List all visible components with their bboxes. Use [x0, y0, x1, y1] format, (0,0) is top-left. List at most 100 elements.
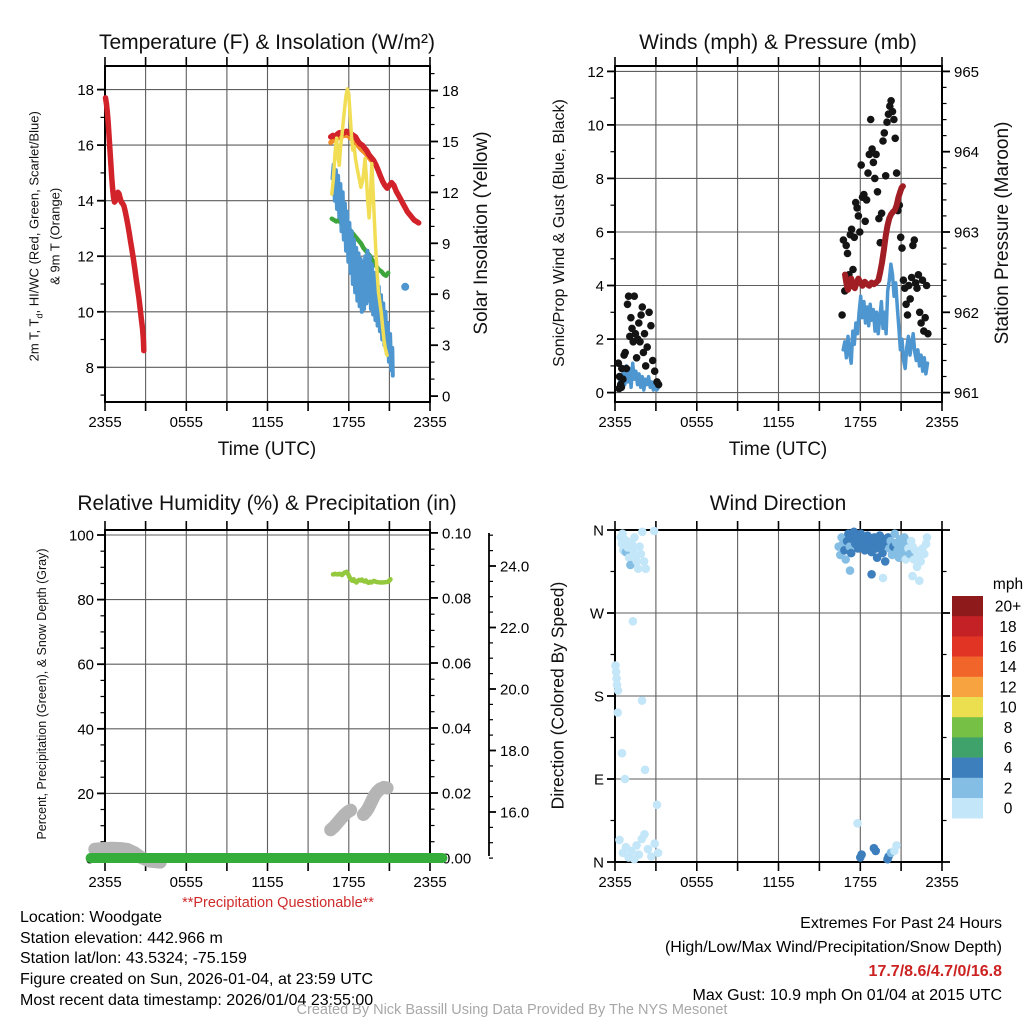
svg-text:20.0: 20.0: [500, 682, 529, 699]
svg-text:2355: 2355: [925, 874, 958, 891]
svg-text:12: 12: [999, 679, 1016, 696]
series-wind-chill-blue: [330, 162, 395, 378]
svg-text:0.06: 0.06: [442, 656, 471, 673]
info-elevation: Station elevation: 442.966 m: [20, 929, 223, 947]
extremes-block: Extremes For Past 24 Hours (High/Low/Max…: [665, 912, 1002, 1008]
series-snow-depth-mid-gray: [324, 803, 358, 837]
svg-text:40: 40: [77, 721, 94, 738]
panel-temperature-insolation: 8 10 12 14 16 18 0 3 6 9 12 15 18 2355 0555 1155 1755 235…: [77, 57, 459, 431]
svg-text:0: 0: [1004, 801, 1013, 818]
series-solar-insolation-yellow: [330, 87, 389, 358]
speed-colorbar: mph 20+ 18 16 14 12 10 8 6 4 2 0: [952, 576, 1023, 819]
svg-text:2355: 2355: [413, 414, 446, 431]
svg-text:8: 8: [86, 360, 94, 377]
credit-text: Created By Nick Bassill Using Data Provi…: [296, 1002, 728, 1018]
info-timestamp: Most recent data timestamp: 2026/01/04 2…: [20, 991, 374, 1009]
series-wind-late-blue: [841, 262, 930, 376]
svg-text:2355: 2355: [413, 874, 446, 891]
svg-text:1755: 1755: [844, 414, 877, 431]
axis-label-temp-left: 2m T, Td, HI/WC (Red, Green, Scarlet/Blu…: [27, 66, 64, 406]
svg-text:80: 80: [77, 592, 94, 609]
svg-text:W: W: [590, 606, 605, 623]
panel-title-temperature: Temperature (F) & Insolation (W/m²): [98, 31, 436, 54]
precip-warning-text: **Precipitation Questionable**: [182, 895, 374, 911]
svg-text:962: 962: [954, 305, 979, 322]
axis-label-pressure-right: Station Pressure (Maroon): [992, 121, 1013, 345]
svg-text:E: E: [594, 772, 604, 789]
svg-text:0.00: 0.00: [442, 851, 471, 868]
svg-text:16: 16: [77, 138, 94, 155]
svg-text:N: N: [593, 855, 604, 872]
svg-text:16: 16: [999, 639, 1016, 656]
svg-text:mph: mph: [993, 576, 1023, 593]
xaxis-label-winds: Time (UTC): [728, 439, 828, 460]
svg-text:16.0: 16.0: [500, 805, 529, 822]
axis-label-temp-left-line1b: , HI/WC (Red, Green, Scarlet/Blue): [26, 111, 42, 314]
extremes-subtitle: (High/Low/Max Wind/Precipitation/Snow De…: [664, 939, 1002, 956]
svg-text:0: 0: [596, 385, 604, 402]
svg-text:1155: 1155: [251, 414, 283, 431]
svg-text:2355: 2355: [598, 874, 631, 891]
svg-text:20: 20: [77, 786, 94, 803]
axis-label-insolation-right: Solar Insolation (Yellow): [471, 131, 492, 335]
svg-text:0.08: 0.08: [442, 590, 471, 607]
svg-text:18: 18: [77, 82, 94, 99]
svg-text:3: 3: [442, 338, 450, 355]
svg-text:100: 100: [69, 528, 94, 545]
panel-humidity-precip: 0204060801000.000.020.040.060.080.1016.0…: [69, 521, 529, 891]
panel-title-winds: Winds (mph) & Pressure (mb): [639, 31, 917, 54]
svg-text:14: 14: [999, 659, 1017, 676]
extremes-title: Extremes For Past 24 Hours: [800, 915, 1002, 932]
svg-text:0555: 0555: [170, 874, 203, 891]
svg-text:10: 10: [587, 117, 604, 134]
panel-title-wind-direction: Wind Direction: [709, 492, 847, 515]
svg-text:6: 6: [1004, 740, 1013, 757]
series-pressure-maroon: [842, 183, 906, 293]
svg-text:1155: 1155: [762, 414, 794, 431]
svg-text:0.04: 0.04: [442, 721, 471, 738]
svg-text:60: 60: [77, 657, 94, 674]
svg-text:2355: 2355: [598, 414, 631, 431]
svg-text:0.10: 0.10: [442, 525, 471, 542]
svg-text:22.0: 22.0: [500, 620, 529, 637]
svg-text:8: 8: [596, 171, 604, 188]
svg-text:1755: 1755: [332, 414, 365, 431]
svg-text:961: 961: [954, 385, 979, 402]
xaxis-label-temperature: Time (UTC): [217, 439, 317, 460]
series-gusts-black: [614, 97, 932, 393]
svg-text:8: 8: [1004, 720, 1013, 737]
svg-text:4: 4: [1004, 760, 1013, 777]
svg-text:2: 2: [596, 332, 604, 349]
svg-text:6: 6: [596, 225, 604, 242]
svg-text:14: 14: [77, 193, 94, 210]
svg-text:S: S: [594, 689, 604, 706]
svg-text:18: 18: [442, 83, 459, 100]
svg-text:9: 9: [442, 236, 450, 253]
svg-text:10: 10: [77, 304, 94, 321]
svg-text:2355: 2355: [88, 414, 121, 431]
svg-text:18: 18: [999, 619, 1016, 636]
extremes-max-gust: Max Gust: 10.9 mph On 01/04 at 2015 UTC: [692, 987, 1003, 1004]
svg-text:15: 15: [442, 134, 459, 151]
svg-text:20+: 20+: [995, 599, 1021, 616]
series-2m-temp-early-red: [102, 95, 147, 354]
svg-text:12: 12: [587, 64, 604, 81]
series-snow-depth-late-gray: [356, 780, 394, 821]
axis-label-temp-left-line1: 2m T, T: [26, 318, 42, 362]
svg-text:10: 10: [999, 700, 1017, 717]
svg-text:963: 963: [954, 225, 979, 242]
panel-wind-direction: N W S E N 2355 0555 1155 1755 2355 mph 20+ 18 16 14 12 1…: [590, 521, 1023, 891]
svg-text:0555: 0555: [680, 414, 713, 431]
svg-text:18.0: 18.0: [500, 743, 529, 760]
svg-text:0555: 0555: [680, 874, 713, 891]
svg-text:12: 12: [77, 249, 94, 266]
axis-label-temp-left-line2: & 9m T (Orange): [47, 187, 63, 285]
svg-text:1755: 1755: [844, 874, 877, 891]
info-created: Figure created on Sun, 2026-01-04, at 23…: [20, 971, 374, 989]
extremes-values: 17.7/8.6/4.7/0/16.8: [868, 963, 1002, 980]
series-wind-chill-dot: [401, 282, 410, 291]
svg-text:2355: 2355: [925, 414, 958, 431]
info-latlon: Station lat/lon: 43.5324; -75.159: [20, 950, 247, 968]
